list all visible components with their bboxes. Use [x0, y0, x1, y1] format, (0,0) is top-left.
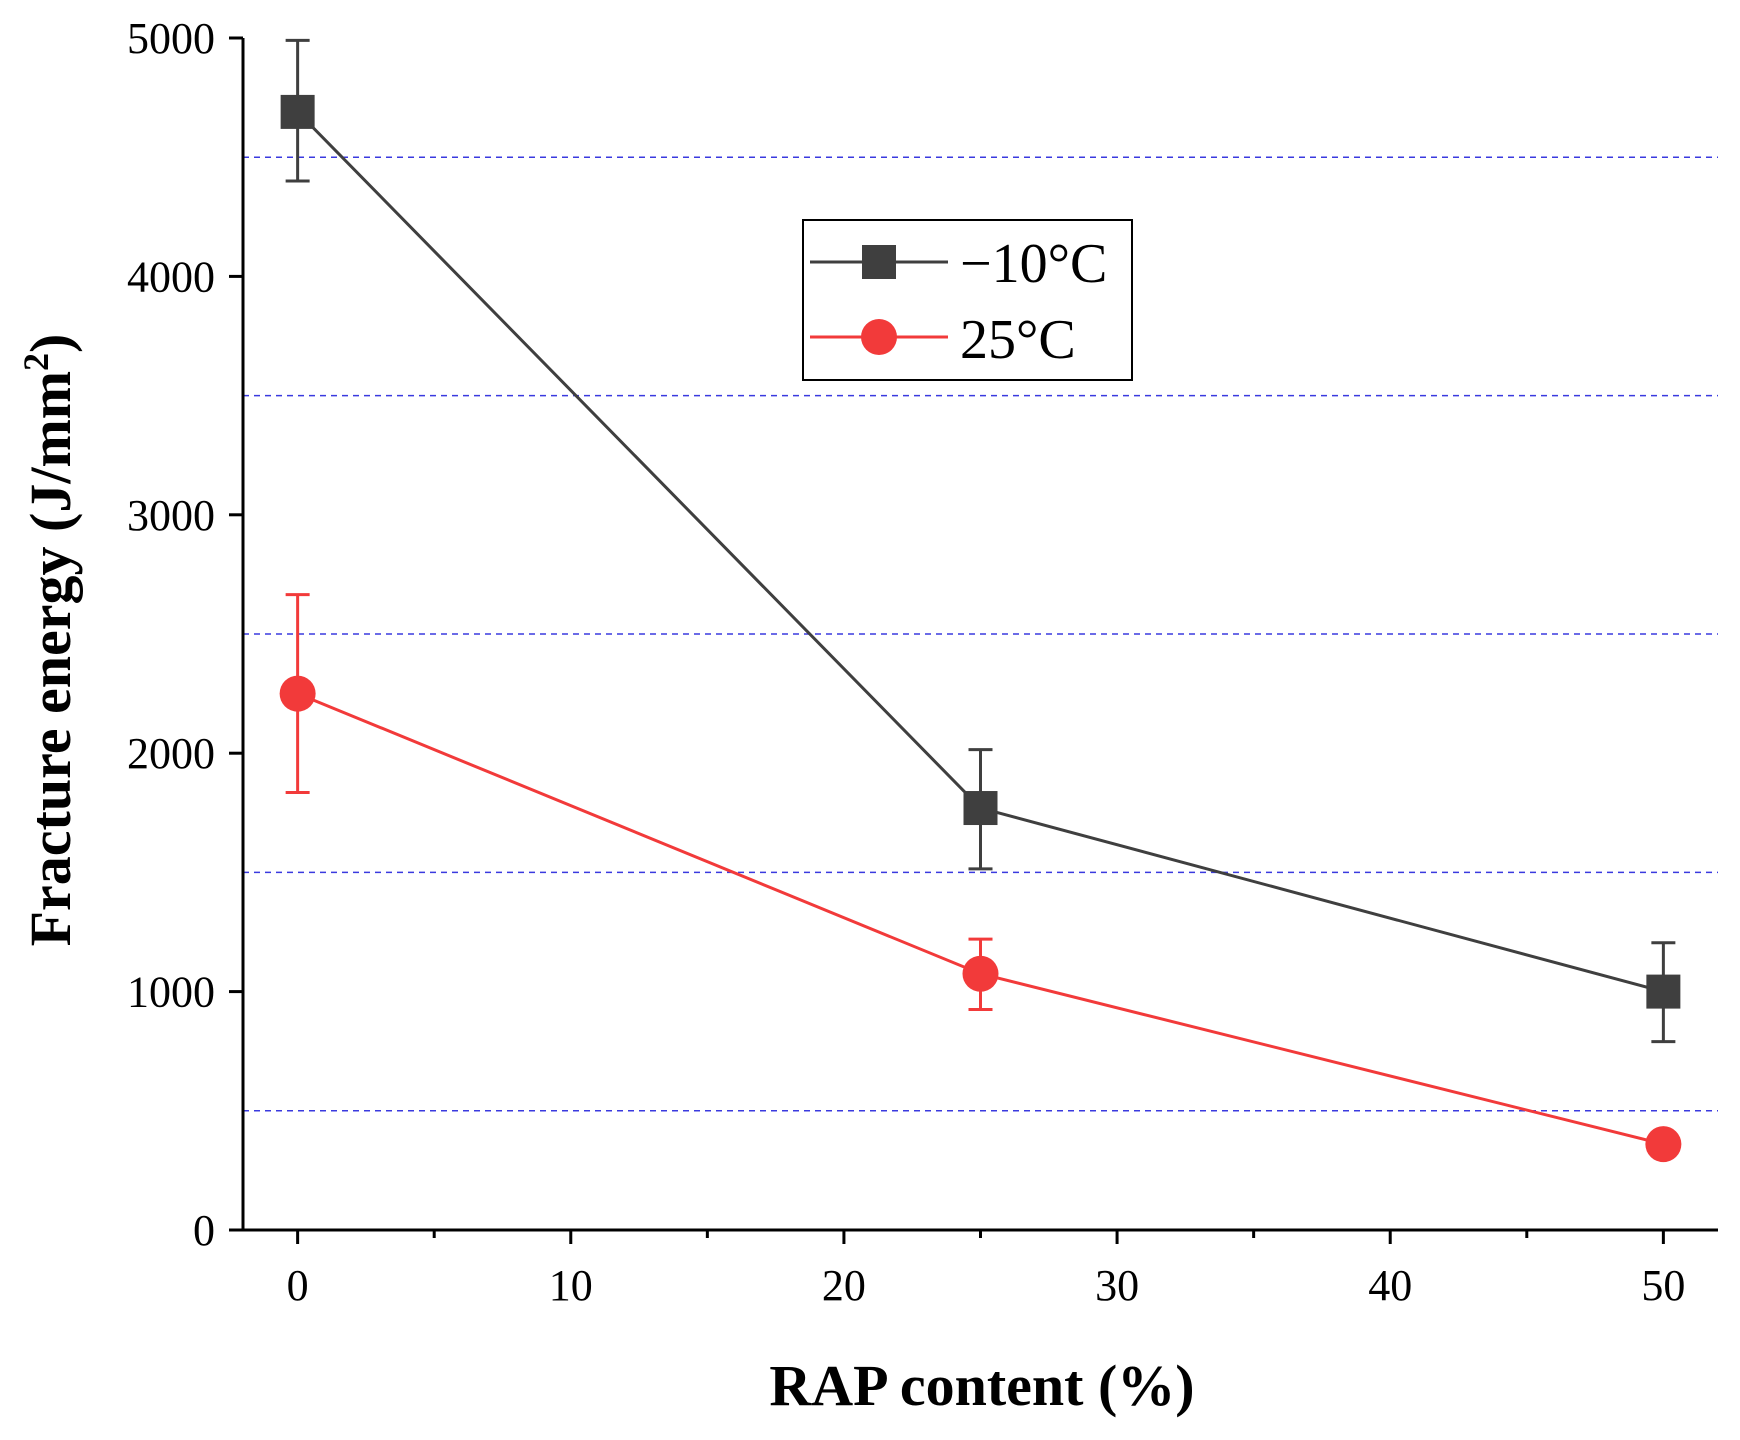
legend: −10°C 25°C	[802, 219, 1133, 381]
y-axis-title-close: )	[18, 334, 83, 353]
x-tick-label-20: 20	[822, 1261, 866, 1310]
x-tick-label-30: 30	[1095, 1261, 1139, 1310]
series-0-point-0	[280, 94, 315, 129]
series-1	[279, 593, 1682, 1163]
x-tick-label-50: 50	[1641, 1261, 1685, 1310]
x-axis-title: RAP content (%)	[769, 1353, 1194, 1418]
y-tick-label-2000: 2000	[127, 729, 215, 778]
data-series	[279, 38, 1682, 1163]
legend-label-minus10: −10°C	[960, 233, 1107, 295]
legend-frame	[802, 219, 1133, 381]
axes: 0 1000 2000 3000 4000 5000 0 10 20 30 40 50	[127, 14, 1718, 1310]
series-1-point-1	[962, 955, 999, 992]
y-tick-label-1000: 1000	[127, 968, 215, 1017]
legend-marker-square	[862, 245, 896, 279]
series-1-point-2	[1645, 1126, 1682, 1163]
y-tick-label-4000: 4000	[127, 252, 215, 301]
legend-marker-circle	[861, 319, 897, 355]
y-tick-label-5000: 5000	[127, 14, 215, 63]
y-axis-title-main: Fracture energy (J/mm	[18, 371, 83, 946]
y-axis-title: Fracture energy (J/mm2)	[16, 334, 83, 947]
series-0-point-1	[963, 791, 998, 826]
gridlines	[243, 156, 1718, 1112]
x-tick-label-40: 40	[1368, 1261, 1412, 1310]
series-0-point-2	[1646, 974, 1681, 1009]
legend-label-25: 25°C	[960, 309, 1076, 371]
y-tick-label-3000: 3000	[127, 491, 215, 540]
x-tick-label-10: 10	[549, 1261, 593, 1310]
x-tick-label-0: 0	[287, 1261, 309, 1310]
series-1-point-0	[279, 675, 316, 712]
series-0	[280, 38, 1681, 1044]
y-tick-label-0: 0	[193, 1206, 215, 1255]
y-axis-title-superscript: 2	[16, 353, 56, 371]
